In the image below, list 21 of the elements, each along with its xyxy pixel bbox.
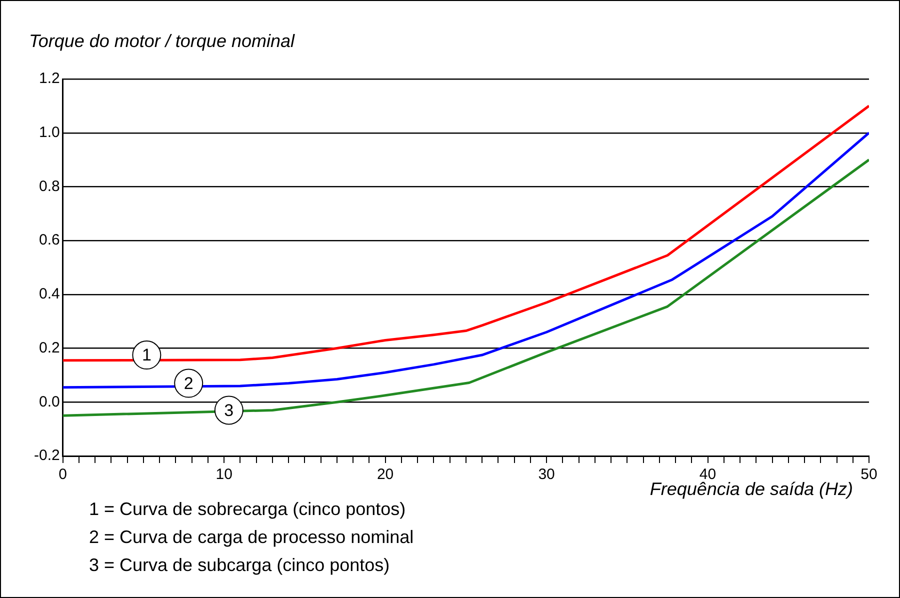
y-tick-label: 0.2 bbox=[38, 339, 60, 356]
text: 1 = Curva de sobrecarga (cinco pontos) bbox=[89, 498, 407, 521]
y-tick-label: -0.2 bbox=[34, 447, 60, 464]
x-tick-label: 30 bbox=[538, 466, 555, 484]
y-tick-label: 0.4 bbox=[38, 286, 60, 303]
y-axis-title: Torque do motor / torque nominal bbox=[29, 31, 294, 52]
y-tick-label: 0.0 bbox=[38, 393, 60, 410]
x-tick-label: 10 bbox=[216, 466, 232, 484]
x-axis-title: Frequência de saída (Hz) bbox=[650, 479, 853, 500]
y-tick-label: 0.8 bbox=[38, 178, 60, 195]
y-tick-label: 0.6 bbox=[38, 232, 60, 249]
x-tick-label: 0 bbox=[58, 466, 68, 484]
annotation: 2 bbox=[184, 374, 194, 393]
y-tick-label: 1.0 bbox=[38, 124, 60, 141]
text: 2 = Curva de carga de processo nominal bbox=[89, 526, 414, 549]
x-tick-label: 50 bbox=[860, 466, 878, 484]
text: 3 = Curva de subcarga (cinco pontos) bbox=[89, 554, 391, 577]
annotation: 3 bbox=[224, 400, 234, 420]
annotation: 1 bbox=[142, 346, 152, 365]
y-tick-label: 1.2 bbox=[38, 70, 60, 88]
x-tick-label: 20 bbox=[376, 466, 394, 484]
